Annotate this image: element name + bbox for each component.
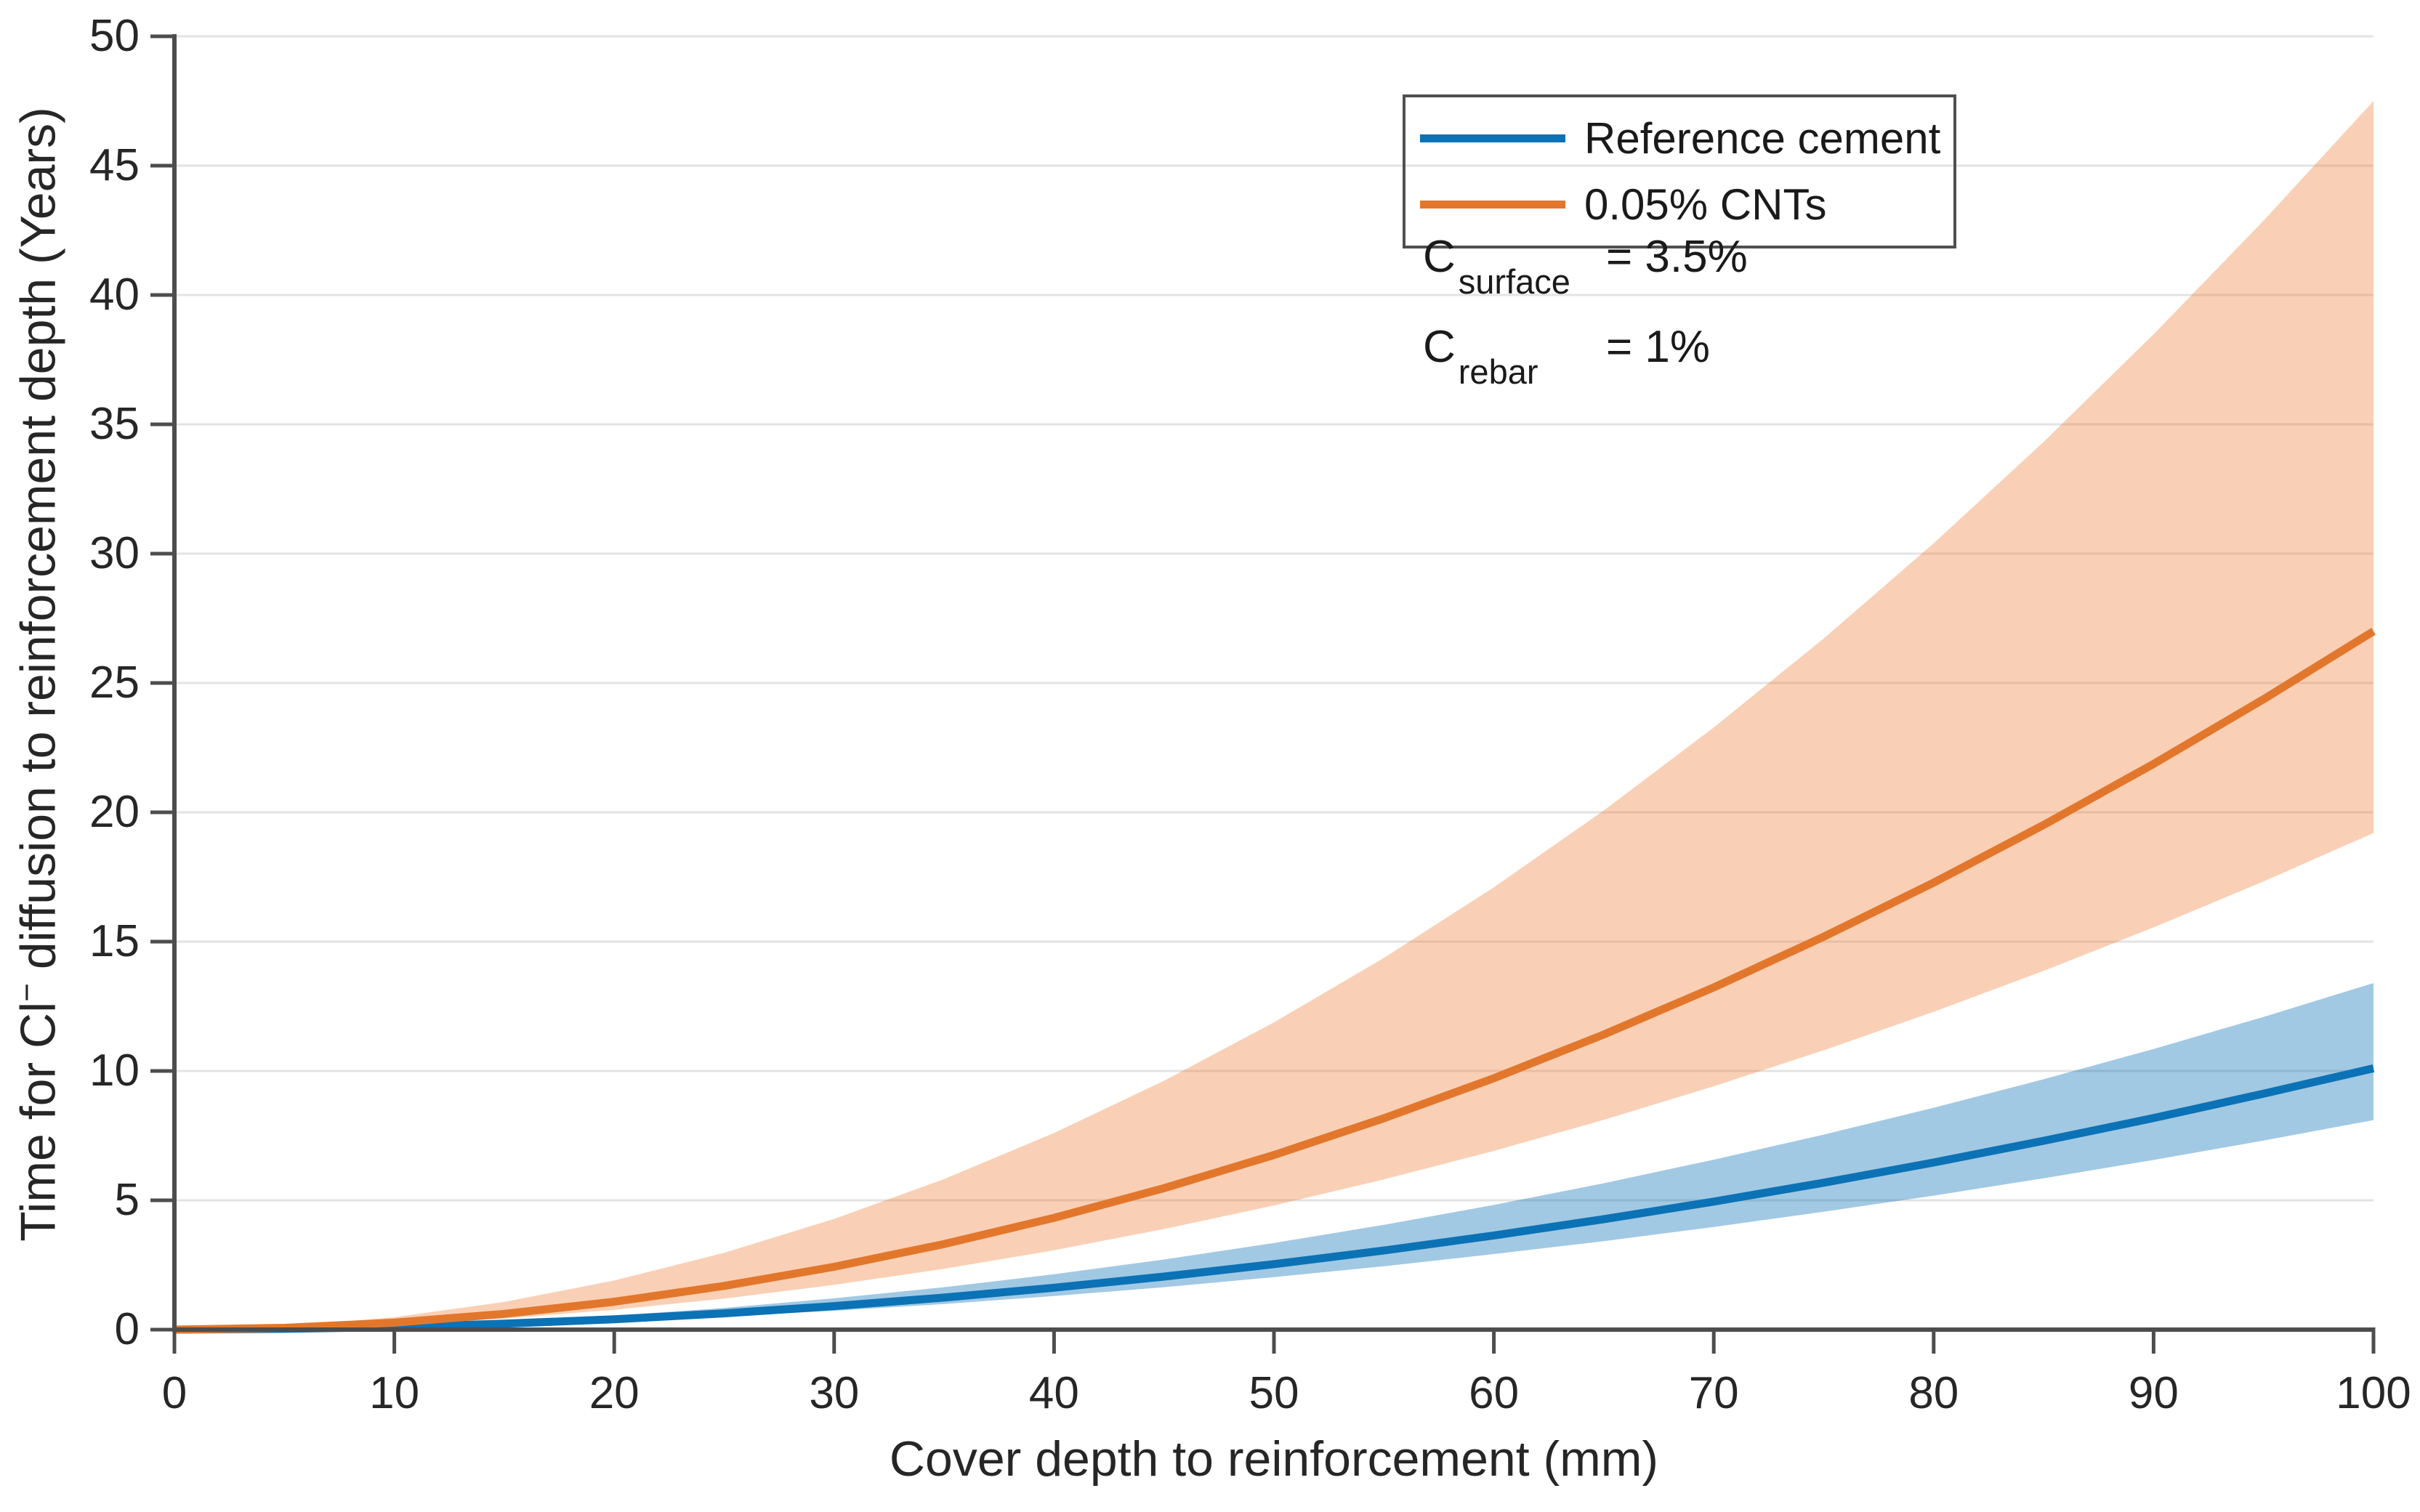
y-tick-label-35: 35 [89,399,140,449]
y-tick-label-40: 40 [89,270,140,320]
x-tick-label-0: 0 [161,1368,187,1418]
legend-label-reference-cement: Reference cement [1584,114,1941,163]
x-tick-label-80: 80 [1908,1368,1959,1418]
y-tick-label-45: 45 [89,140,140,190]
x-axis-label: Cover depth to reinforcement (mm) [889,1431,1659,1487]
x-tick-label-50: 50 [1249,1368,1299,1418]
x-tick-label-60: 60 [1469,1368,1520,1418]
x-tick-label-30: 30 [809,1368,860,1418]
x-tick-label-100: 100 [2336,1368,2411,1418]
legend: Reference cement 0.05% CNTs [1403,94,1956,248]
annotation-c-rebar-symbol: Crebar [1423,322,1538,391]
annotation-c-surface-symbol: Csurface [1423,232,1570,301]
x-tick-label-20: 20 [589,1368,640,1418]
reference-cement-line-swatch [1420,134,1565,142]
x-tick-label-40: 40 [1028,1368,1079,1418]
cnts-confidence-band [174,101,2373,1330]
y-tick-label-0: 0 [114,1304,140,1354]
legend-entry-cnts: 0.05% CNTs [1420,179,1953,230]
x-tick-label-10: 10 [369,1368,420,1418]
y-tick-label-50: 50 [89,11,140,61]
y-tick-label-15: 15 [89,916,140,966]
cnts-line-swatch [1420,201,1565,209]
y-tick-label-25: 25 [89,658,140,708]
y-tick-label-30: 30 [89,528,140,578]
legend-entry-reference-cement: Reference cement [1420,113,1953,163]
legend-label-cnts: 0.05% CNTs [1584,180,1827,229]
y-tick-label-5: 5 [114,1175,140,1225]
x-tick-label-90: 90 [2128,1368,2179,1418]
y-tick-label-20: 20 [89,787,140,837]
annotation-c-rebar-value: = 1% [1606,322,1711,372]
annotation-c-surface-value: = 3.5% [1606,232,1748,282]
annotation-c-surface: Csurface = 3.5% [1423,231,1748,301]
cnts-mean-line [174,628,2376,1334]
annotation-c-rebar: Crebar = 1% [1423,321,1711,391]
reference-cement-mean-line [174,1064,2375,1334]
x-tick-label-70: 70 [1688,1368,1739,1418]
y-tick-label-10: 10 [89,1046,140,1096]
